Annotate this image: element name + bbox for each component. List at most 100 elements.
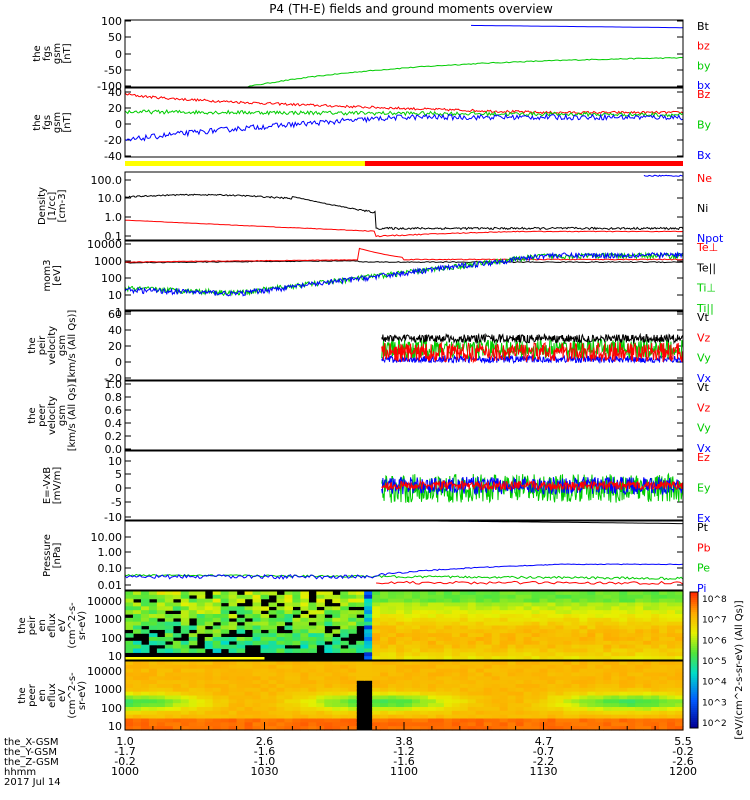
peir-spectrogram-cell <box>220 629 230 634</box>
peer-spectrogram-cell <box>316 676 325 681</box>
peir-spectrogram-cell <box>156 610 166 615</box>
peer-spectrogram-cell <box>547 668 557 674</box>
peer-spectrogram-cell <box>515 668 525 674</box>
peer-spectrogram-cell <box>611 726 620 731</box>
peir-spectrogram-cell <box>675 591 684 596</box>
y-tick-label: 5 <box>115 468 122 481</box>
peer-spectrogram-cell <box>268 703 278 708</box>
peir-spectrogram-cell <box>396 648 405 653</box>
peer-spectrogram-cell <box>196 664 206 670</box>
peer-spectrogram-cell <box>372 684 381 689</box>
peir-spectrogram-cell <box>483 637 493 642</box>
y-axis-label: mom3 <box>42 260 53 292</box>
peer-spectrogram-cell <box>332 661 341 666</box>
peer-spectrogram-cell <box>188 664 198 670</box>
peer-spectrogram-cell <box>651 699 660 704</box>
peer-spectrogram-cell <box>396 726 405 731</box>
peer-spectrogram-cell <box>228 703 238 708</box>
peir-spectrogram-cell <box>388 610 397 615</box>
peer-spectrogram-cell <box>419 672 429 677</box>
peir-spectrogram-cell <box>388 648 397 653</box>
peer-spectrogram-cell <box>595 684 604 689</box>
peer-spectrogram-cell <box>451 722 461 727</box>
peer-spectrogram-cell <box>419 695 429 700</box>
peer-spectrogram-cell <box>308 691 317 697</box>
peir-spectrogram-cell <box>499 594 509 600</box>
y-axis-label: eflux <box>47 683 58 708</box>
peir-spectrogram-cell <box>276 614 286 619</box>
peir-spectrogram-cell <box>643 633 652 638</box>
peir-spectrogram-cell <box>284 640 293 646</box>
peer-spectrogram-cell <box>643 668 652 674</box>
peer-spectrogram-cell <box>196 668 206 674</box>
peer-spectrogram-cell <box>571 691 580 697</box>
y-axis-label: E=-VxB <box>42 467 53 504</box>
peer-spectrogram-cell <box>324 726 333 731</box>
peir-spectrogram-cell <box>603 610 612 615</box>
peer-spectrogram-cell <box>396 672 405 677</box>
peer-spectrogram-cell <box>125 680 134 685</box>
peer-spectrogram-cell <box>643 680 652 685</box>
peir-spectrogram-cell <box>603 606 612 611</box>
peer-spectrogram-cell <box>467 714 477 720</box>
peir-spectrogram-cell <box>300 606 309 611</box>
peer-spectrogram-cell <box>300 710 309 716</box>
colorbar-segment <box>690 648 698 651</box>
peer-spectrogram-cell <box>308 699 317 704</box>
peer-spectrogram-cell <box>324 722 333 727</box>
peer-spectrogram-cell <box>348 714 357 720</box>
peir-spectrogram-cell <box>515 617 525 623</box>
peir-spectrogram-cell <box>603 625 612 630</box>
peer-spectrogram-cell <box>220 684 230 689</box>
peer-spectrogram-cell <box>220 680 230 685</box>
peir-spectrogram-cell <box>435 633 445 638</box>
peer-spectrogram-cell <box>531 718 541 723</box>
peer-spectrogram-cell <box>611 707 620 712</box>
y-tick-label: 10000 <box>87 238 122 251</box>
peir-spectrogram-cell <box>419 614 429 619</box>
peer-spectrogram-cell <box>356 661 365 666</box>
peer-spectrogram-cell <box>125 707 134 712</box>
peir-spectrogram-cell <box>188 648 198 653</box>
peir-spectrogram-cell <box>523 602 533 607</box>
peir-spectrogram-cell <box>579 629 588 634</box>
peer-spectrogram-cell <box>419 714 429 720</box>
peir-spectrogram-cell <box>611 656 620 661</box>
peer-spectrogram-cell <box>499 661 509 666</box>
peer-spectrogram-cell <box>435 710 445 716</box>
peer-spectrogram-cell <box>324 680 333 685</box>
peer-spectrogram-cell <box>619 691 628 697</box>
y-axis-label: gsm <box>57 335 68 356</box>
peer-spectrogram-cell <box>212 726 222 731</box>
peer-spectrogram-cell <box>443 676 453 681</box>
peer-spectrogram-cell <box>268 718 278 723</box>
peer-spectrogram-cell <box>300 672 309 677</box>
peer-spectrogram-cell <box>276 726 286 731</box>
peer-spectrogram-cell <box>372 691 381 697</box>
peer-spectrogram-cell <box>499 703 509 708</box>
y-axis-label: peir <box>27 615 38 635</box>
peir-spectrogram-cell <box>643 656 652 661</box>
peer-spectrogram-cell <box>475 699 485 704</box>
peer-spectrogram-cell <box>316 664 325 670</box>
peer-spectrogram-cell <box>659 722 668 727</box>
peir-spectrogram-cell <box>539 610 549 615</box>
peer-spectrogram-cell <box>404 718 413 723</box>
peer-spectrogram-cell <box>236 699 246 704</box>
peir-spectrogram-cell <box>443 598 453 604</box>
peir-spectrogram-cell <box>659 606 668 611</box>
peer-spectrogram-cell <box>292 699 301 704</box>
peer-spectrogram-cell <box>675 691 684 697</box>
peer-spectrogram-cell <box>451 691 461 697</box>
peer-spectrogram-cell <box>435 691 445 697</box>
peir-spectrogram-cell <box>172 633 182 638</box>
y-axis-label: sr-eV) <box>77 681 88 710</box>
peer-spectrogram-cell <box>316 714 325 720</box>
colorbar-segment <box>690 700 698 703</box>
peir-spectrogram-cell <box>164 606 174 611</box>
peer-spectrogram-cell <box>507 668 517 674</box>
peer-spectrogram-cell <box>603 680 612 685</box>
peer-spectrogram-cell <box>404 699 413 704</box>
peer-spectrogram-cell <box>659 691 668 697</box>
peir-spectrogram-cell <box>388 594 397 600</box>
